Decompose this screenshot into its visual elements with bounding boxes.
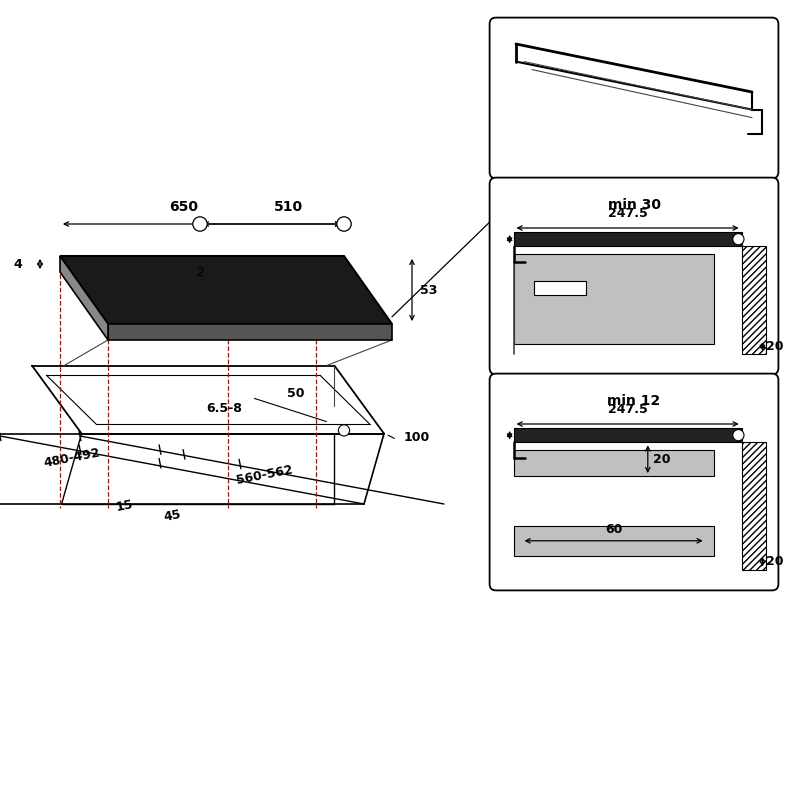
Circle shape	[193, 217, 207, 231]
Circle shape	[338, 425, 350, 436]
Circle shape	[337, 217, 351, 231]
Text: 6.5-8: 6.5-8	[206, 402, 242, 414]
Circle shape	[733, 234, 744, 245]
Text: 50: 50	[287, 387, 305, 400]
FancyBboxPatch shape	[490, 374, 778, 590]
Text: 60: 60	[605, 523, 622, 536]
Text: 2: 2	[196, 266, 204, 278]
Text: min 30: min 30	[607, 198, 661, 212]
Bar	[514, 232, 742, 246]
Text: 247.5: 247.5	[608, 403, 647, 416]
Bar	[514, 428, 742, 442]
Bar	[514, 526, 714, 556]
FancyBboxPatch shape	[490, 178, 778, 374]
Text: 100: 100	[404, 431, 430, 444]
Polygon shape	[108, 324, 392, 340]
Text: 560-562: 560-562	[234, 463, 294, 487]
Text: 650: 650	[170, 200, 198, 214]
Bar	[534, 281, 586, 294]
Text: 15: 15	[114, 498, 134, 514]
Text: 20: 20	[766, 340, 784, 353]
FancyBboxPatch shape	[490, 18, 778, 178]
Circle shape	[733, 430, 744, 441]
Text: 247.5: 247.5	[608, 207, 647, 220]
Polygon shape	[60, 256, 392, 324]
Text: 20: 20	[766, 555, 784, 568]
Polygon shape	[60, 256, 108, 340]
Text: min 12: min 12	[607, 394, 661, 408]
Text: 53: 53	[420, 283, 438, 297]
Text: 480-492: 480-492	[42, 446, 102, 470]
Bar	[514, 450, 714, 476]
Text: 45: 45	[162, 508, 182, 524]
Text: 20: 20	[654, 453, 671, 466]
Text: 510: 510	[274, 200, 302, 214]
Text: 4: 4	[14, 258, 22, 270]
Bar	[742, 442, 766, 570]
Bar	[514, 254, 714, 344]
Bar	[742, 246, 766, 354]
